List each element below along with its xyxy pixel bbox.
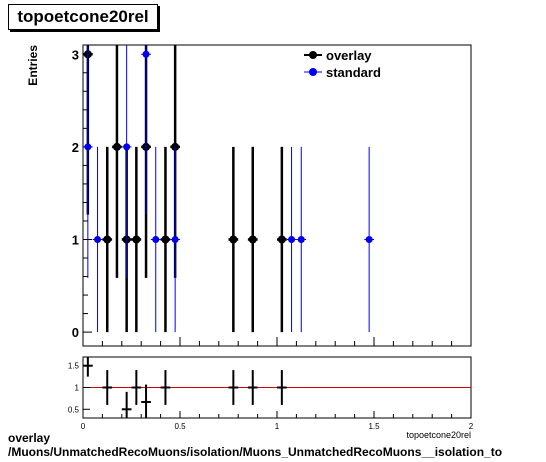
overlay-point xyxy=(103,235,112,244)
overlay-point xyxy=(132,235,141,244)
y-tick-label: 1 xyxy=(72,232,79,247)
histogram-title: topoetcone20rel xyxy=(8,4,158,30)
ratio-x-tick-label: 1.5 xyxy=(368,422,380,431)
caption-path: /Muons/UnmatchedRecoMuons/isolation/Muon… xyxy=(8,445,503,459)
legend-label-overlay: overlay xyxy=(326,48,372,63)
overlay-point xyxy=(248,235,257,244)
ratio-y-tick-label: 0.5 xyxy=(68,405,80,414)
y-tick-label: 3 xyxy=(72,47,79,62)
standard-point xyxy=(365,235,373,243)
standard-point xyxy=(171,235,179,243)
series-overlay xyxy=(83,45,287,333)
standard-point xyxy=(297,235,305,243)
overlay-point xyxy=(277,235,286,244)
legend-label-standard: standard xyxy=(326,65,381,80)
y-axis-label: Entries xyxy=(26,45,40,86)
ratio-x-tick-label: 0.5 xyxy=(174,422,186,431)
ratio-x-tick-label: 0 xyxy=(81,422,86,431)
caption-overlay: overlay xyxy=(8,431,51,445)
ratio-series xyxy=(83,357,287,418)
ratio-y-tick-label: 1.5 xyxy=(68,362,80,371)
ratio-y-tick-label: 1 xyxy=(75,384,80,393)
ratio-x-tick-label: 2 xyxy=(469,422,474,431)
standard-point xyxy=(288,235,296,243)
x-axis-label: topoetcone20rel xyxy=(406,430,471,440)
legend-marker-standard xyxy=(309,68,317,76)
overlay-point xyxy=(229,235,238,244)
y-tick-label: 2 xyxy=(72,140,79,155)
y-tick-label: 0 xyxy=(72,325,79,340)
standard-point xyxy=(142,50,150,58)
main-plot-frame xyxy=(82,44,472,347)
ratio-x-tick-label: 1 xyxy=(275,422,280,431)
standard-point xyxy=(123,143,131,151)
standard-point xyxy=(84,143,92,151)
series-standard xyxy=(83,45,374,333)
overlay-point xyxy=(112,142,121,151)
overlay-point xyxy=(161,235,170,244)
standard-point xyxy=(152,235,160,243)
legend-marker-overlay xyxy=(309,51,317,59)
standard-point xyxy=(94,235,102,243)
